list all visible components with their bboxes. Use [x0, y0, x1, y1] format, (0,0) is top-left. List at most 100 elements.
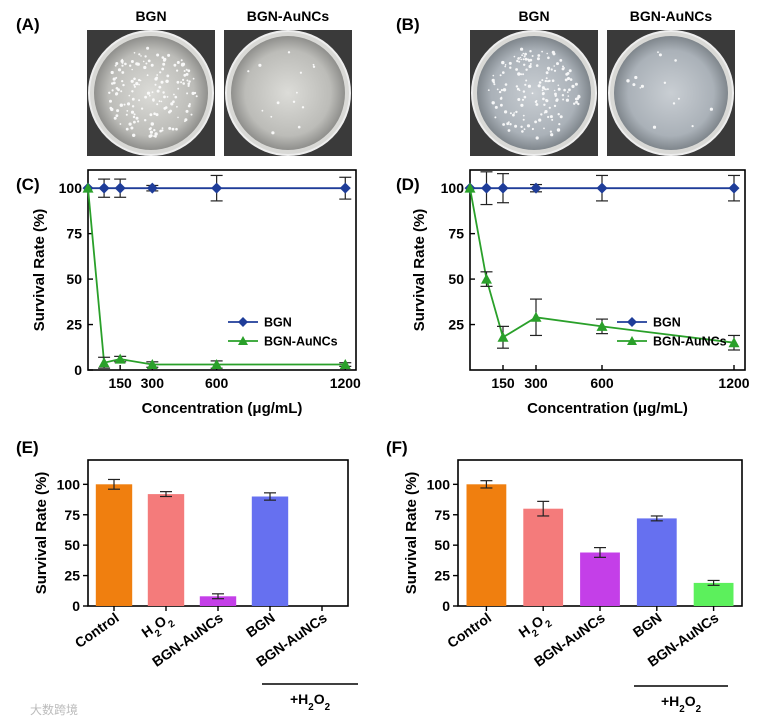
y-tick-label: 0	[72, 598, 80, 614]
colony	[522, 90, 526, 93]
y-tick-label: 75	[434, 507, 450, 523]
data-point	[596, 182, 608, 194]
colony	[529, 50, 532, 53]
y-tick-label: 25	[448, 317, 464, 333]
colony	[176, 69, 179, 72]
colony	[518, 60, 521, 63]
petri-dish-agar	[94, 36, 208, 150]
colony	[115, 87, 119, 90]
colony	[187, 84, 190, 87]
colony	[548, 79, 551, 83]
colony	[144, 95, 148, 99]
y-tick-label: 25	[64, 568, 80, 584]
colony	[523, 55, 526, 58]
colony	[166, 96, 169, 98]
colony	[163, 95, 166, 99]
colony	[301, 106, 305, 109]
colony	[559, 59, 563, 62]
colony	[634, 75, 638, 80]
colony	[271, 131, 275, 135]
data-point	[530, 311, 542, 322]
colony	[133, 120, 136, 124]
colony	[524, 83, 527, 86]
x-tick-label: 600	[205, 375, 229, 391]
petri-dish-agar	[231, 36, 345, 150]
colony	[550, 68, 553, 71]
colony	[156, 53, 160, 57]
colony	[522, 58, 525, 61]
colony	[146, 46, 150, 50]
colony	[312, 63, 315, 66]
colony	[287, 51, 291, 54]
colony	[545, 71, 549, 75]
colony	[547, 115, 550, 119]
colony	[543, 127, 545, 130]
dish-title: BGN	[518, 8, 549, 24]
colony	[296, 91, 298, 94]
colony	[520, 47, 524, 51]
colony	[513, 55, 516, 58]
colony	[155, 113, 159, 117]
colony	[138, 53, 141, 56]
colony	[657, 51, 659, 54]
colony	[110, 70, 114, 75]
plot-frame	[469, 169, 746, 371]
y-tick-label: 0	[74, 362, 82, 378]
colony	[176, 80, 180, 84]
colony	[547, 69, 550, 71]
colony	[547, 56, 550, 60]
colony	[124, 62, 127, 66]
colony	[148, 127, 152, 131]
colony	[557, 113, 560, 116]
data-point	[497, 182, 509, 194]
y-tick-label: 100	[59, 180, 83, 196]
series-bgn	[464, 171, 740, 206]
colony	[188, 103, 191, 106]
line-chart-c: (C) 0 25 50 75 100 150 300 600 1200 Concentration …	[16, 169, 361, 417]
bar	[580, 552, 620, 606]
bar	[636, 518, 677, 606]
colony	[121, 61, 124, 64]
bar	[199, 596, 237, 606]
colony	[121, 71, 125, 74]
colony	[546, 52, 548, 55]
colony	[672, 102, 676, 105]
x-tick-label: 150	[491, 375, 515, 391]
colony	[180, 63, 185, 67]
panel-letter: (B)	[396, 15, 420, 34]
colony	[183, 73, 187, 77]
colony	[563, 67, 565, 69]
colony	[546, 88, 549, 91]
panel-letter: (C)	[16, 175, 40, 194]
colony	[140, 55, 142, 57]
colony	[162, 91, 165, 94]
colony	[515, 68, 518, 71]
data-point	[728, 337, 740, 348]
colony	[521, 54, 523, 57]
colony	[506, 122, 510, 126]
y-tick-label: 75	[66, 226, 82, 242]
legend-label: BGN	[264, 316, 292, 330]
colony	[517, 72, 521, 76]
colony	[185, 72, 189, 76]
colony	[544, 110, 548, 114]
colony	[149, 94, 151, 97]
colony	[161, 127, 164, 129]
colony	[571, 84, 575, 88]
colony	[186, 79, 189, 82]
colony	[527, 59, 531, 62]
colony	[515, 110, 518, 114]
colony	[531, 55, 534, 57]
x-axis-label: Concentration (μg/mL)	[142, 400, 303, 417]
colony	[521, 98, 525, 101]
colony	[166, 74, 170, 78]
watermark: 大数跨境	[30, 702, 78, 717]
colony	[626, 79, 630, 83]
colony	[129, 64, 132, 67]
colony	[132, 133, 136, 137]
legend-label: BGN-AuNCs	[653, 335, 727, 349]
colony	[154, 77, 158, 81]
colony	[555, 99, 558, 102]
colony	[135, 82, 139, 86]
